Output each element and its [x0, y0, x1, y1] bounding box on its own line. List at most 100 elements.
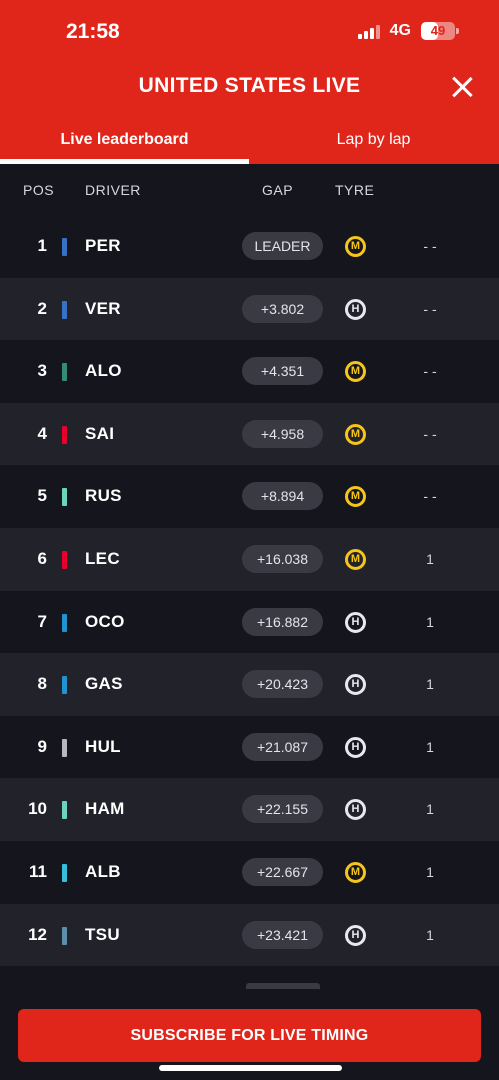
signal-icon: [357, 24, 380, 39]
tyre-compound-icon: H: [345, 298, 366, 320]
status-indicators: 4G 49: [357, 22, 459, 40]
table-row[interactable]: 9 HUL +21.087 H 1: [0, 716, 499, 779]
subscribe-button[interactable]: SUBSCRIBE FOR LIVE TIMING: [18, 1009, 481, 1062]
column-header-gap: GAP: [262, 182, 294, 198]
team-color-bar: [62, 300, 67, 319]
gap-badge: +21.087: [242, 732, 323, 761]
leaderboard-list: 1 PER LEADER M - - 2 VER +3.802 H - - 3 ALO +4.351 M -…: [0, 215, 499, 967]
column-header-tyre: TYRE: [335, 182, 375, 198]
team-color-bar: [62, 550, 67, 569]
position: 5: [37, 486, 47, 506]
pit-stops: - -: [423, 363, 437, 380]
battery-fill: [421, 22, 438, 40]
gap-badge: +22.155: [242, 795, 323, 824]
driver-code: OCO: [85, 611, 125, 631]
position: 7: [37, 611, 47, 631]
gap-badge: LEADER: [242, 232, 323, 260]
tyre-compound-icon: M: [345, 361, 366, 383]
table-row[interactable]: 3 ALO +4.351 M - -: [0, 340, 499, 403]
gap-badge: +23.421: [242, 920, 323, 949]
pit-stops: 1: [426, 613, 434, 630]
team-color-bar: [62, 363, 67, 382]
driver-code: GAS: [85, 674, 123, 694]
position: 10: [28, 799, 47, 819]
tyre-compound-icon: M: [345, 861, 366, 883]
table-row[interactable]: 11 ALB +22.667 M 1: [0, 841, 499, 904]
column-header-driver: DRIVER: [85, 182, 141, 198]
pit-stops: - -: [423, 300, 437, 317]
driver-code: LEC: [85, 548, 120, 568]
table-row[interactable]: 1 PER LEADER M - -: [0, 215, 499, 278]
close-icon[interactable]: [447, 72, 477, 102]
team-color-bar: [62, 926, 67, 945]
pit-stops: 1: [426, 738, 434, 755]
tyre-compound-icon: M: [345, 236, 366, 257]
tab-lap-by-lap[interactable]: Lap by lap: [336, 131, 411, 148]
table-row[interactable]: 2 VER +3.802 H - -: [0, 277, 499, 341]
team-color-bar: [62, 801, 67, 820]
team-color-bar: [62, 425, 67, 444]
table-row[interactable]: 7 OCO +16.882 H 1: [0, 591, 499, 654]
battery-tip: [456, 28, 459, 34]
gap-badge: +16.882: [242, 607, 323, 636]
pit-stops: - -: [423, 238, 437, 254]
team-color-bar: [62, 238, 67, 256]
tyre-compound-icon: M: [345, 548, 366, 570]
driver-code: SAI: [85, 423, 115, 443]
position: 2: [37, 298, 47, 318]
column-header-pos: POS: [23, 182, 55, 198]
pit-stops: 1: [426, 676, 434, 693]
tab-live-leaderboard[interactable]: Live leaderboard: [60, 131, 189, 148]
tyre-compound-icon: M: [345, 423, 366, 445]
pit-stops: 1: [426, 550, 434, 567]
position: 12: [28, 924, 47, 944]
position: 4: [37, 423, 47, 443]
gap-badge: +20.423: [242, 670, 323, 699]
tyre-compound-icon: H: [345, 674, 366, 696]
team-color-bar: [62, 613, 67, 632]
position: 9: [37, 736, 47, 756]
team-color-bar: [62, 488, 67, 507]
position: 11: [29, 861, 47, 881]
driver-code: PER: [85, 236, 121, 255]
status-time: 21:58: [66, 20, 120, 43]
position: 6: [37, 548, 47, 568]
app-header: 21:58 4G 49 UNITED STATES LIVE Live lead…: [0, 0, 499, 164]
pit-stops: - -: [423, 425, 437, 442]
team-color-bar: [62, 738, 67, 757]
driver-code: ALB: [85, 861, 121, 881]
tyre-compound-icon: H: [345, 736, 366, 758]
home-indicator: [159, 1065, 342, 1071]
driver-code: HUL: [85, 736, 121, 756]
battery-icon: 49: [421, 22, 459, 40]
network-type: 4G: [389, 22, 411, 39]
page-title: UNITED STATES LIVE: [138, 74, 361, 97]
table-row[interactable]: 6 LEC +16.038 M 1: [0, 527, 499, 591]
position: 8: [37, 674, 47, 694]
tyre-compound-icon: M: [345, 486, 366, 508]
next-row-gap-pill: [246, 983, 320, 989]
gap-badge: +4.958: [242, 419, 323, 448]
gap-badge: +3.802: [242, 294, 323, 323]
driver-code: RUS: [85, 486, 122, 506]
tyre-compound-icon: H: [345, 799, 366, 821]
gap-badge: +4.351: [242, 357, 323, 386]
driver-code: TSU: [85, 924, 120, 944]
gap-badge: +22.667: [242, 857, 323, 886]
team-color-bar: [62, 676, 67, 695]
battery-level: 49: [430, 23, 446, 38]
table-row[interactable]: 10 HAM +22.155 H 1: [0, 778, 499, 841]
tyre-compound-icon: H: [345, 611, 366, 633]
position: 1: [37, 236, 47, 255]
active-tab-indicator: [0, 159, 249, 164]
pit-stops: 1: [426, 801, 434, 818]
tyre-compound-icon: H: [345, 924, 366, 946]
table-row[interactable]: 4 SAI +4.958 M - -: [0, 402, 499, 466]
team-color-bar: [62, 863, 67, 882]
table-row[interactable]: 12 TSU +23.421 H 1: [0, 903, 499, 967]
driver-code: HAM: [85, 799, 125, 819]
table-row[interactable]: 5 RUS +8.894 M - -: [0, 465, 499, 528]
pit-stops: 1: [426, 863, 434, 880]
table-row[interactable]: 8 GAS +20.423 H 1: [0, 653, 499, 716]
gap-badge: +8.894: [242, 482, 323, 511]
